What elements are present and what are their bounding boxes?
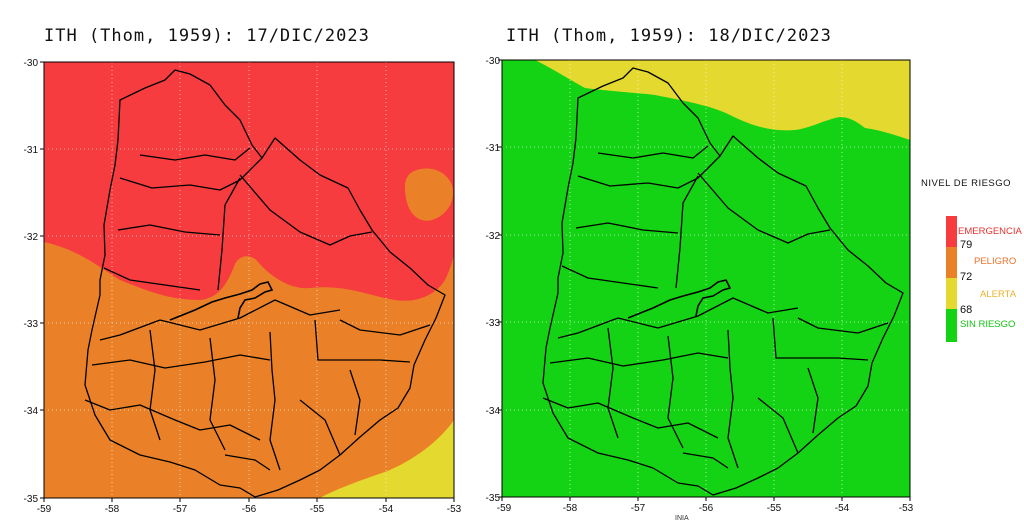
x-tick-label: -54 <box>835 503 850 514</box>
legend-threshold: 68 <box>960 304 973 316</box>
legend-label-peligro: PELIGRO <box>974 256 1017 267</box>
legend-swatch-sin-riesgo <box>946 309 957 342</box>
legend-label-sin-riesgo: SIN RIESGO <box>960 319 1016 330</box>
y-tick-label: -34 <box>486 406 501 417</box>
y-tick-labels: -30 -31 -32 -33 -34 -35 <box>486 56 501 504</box>
legend-swatch-emergencia <box>946 216 957 247</box>
peligro-ne-blob <box>404 168 454 221</box>
alerta-se-area <box>320 420 454 498</box>
legend-title: NIVEL DE RIESGO <box>921 178 1012 189</box>
y-tick-label: -31 <box>24 145 39 156</box>
grid-lines <box>502 60 910 497</box>
credit-label: INIA <box>675 515 689 522</box>
legend-label-alerta: ALERTA <box>980 289 1017 300</box>
uruguay-borders <box>542 67 904 496</box>
alerta-north-band <box>535 60 910 140</box>
y-tick-label: -30 <box>486 56 501 67</box>
x-tick-label: -57 <box>173 504 188 515</box>
axis-ticks <box>40 61 455 502</box>
x-tick-label: -55 <box>767 503 782 514</box>
x-tick-labels: -59 -58 -57 -56 -55 -54 -53 <box>497 503 914 514</box>
x-tick-label: -56 <box>242 504 257 515</box>
x-tick-labels: -59 -58 -57 -56 -55 -54 -53 <box>37 504 462 515</box>
x-tick-label: -53 <box>447 504 462 515</box>
x-tick-label: -57 <box>631 503 646 514</box>
legend-threshold: 72 <box>960 271 973 283</box>
legend-swatch-alerta <box>946 278 957 309</box>
x-tick-label: -59 <box>37 504 52 515</box>
x-tick-label: -58 <box>563 503 578 514</box>
legend-swatch-peligro <box>946 247 957 278</box>
y-tick-label: -35 <box>24 494 39 505</box>
x-tick-label: -59 <box>497 503 512 514</box>
axis-ticks <box>498 59 911 501</box>
rio-negro-lake <box>169 281 274 321</box>
uruguay-borders <box>84 69 446 498</box>
map-title-18dic: ITH (Thom, 1959): 18/DIC/2023 <box>506 26 832 46</box>
ith-map-17dic: -30 -31 -32 -33 -34 -35 -59 -58 -57 -56 … <box>24 58 462 515</box>
y-tick-label: -32 <box>24 232 39 243</box>
x-tick-label: -55 <box>310 504 325 515</box>
legend-label-emergencia: EMERGENCIA <box>958 226 1022 237</box>
y-tick-label: -35 <box>486 493 501 504</box>
y-tick-label: -32 <box>486 231 501 242</box>
y-tick-label: -33 <box>486 318 501 329</box>
ith-map-18dic: -30 -31 -32 -33 -34 -35 -59 -58 -57 -56 … <box>486 56 914 514</box>
x-tick-label: -58 <box>105 504 120 515</box>
map-title-17dic: ITH (Thom, 1959): 17/DIC/2023 <box>44 26 370 46</box>
legend-threshold: 79 <box>960 239 973 251</box>
y-tick-label: -30 <box>24 58 39 69</box>
x-tick-label: -56 <box>699 503 714 514</box>
y-tick-label: -31 <box>486 143 501 154</box>
x-tick-label: -53 <box>899 503 914 514</box>
y-tick-labels: -30 -31 -32 -33 -34 -35 <box>24 58 39 505</box>
x-tick-label: -54 <box>379 504 394 515</box>
y-tick-label: -34 <box>24 406 39 417</box>
y-tick-label: -33 <box>24 319 39 330</box>
